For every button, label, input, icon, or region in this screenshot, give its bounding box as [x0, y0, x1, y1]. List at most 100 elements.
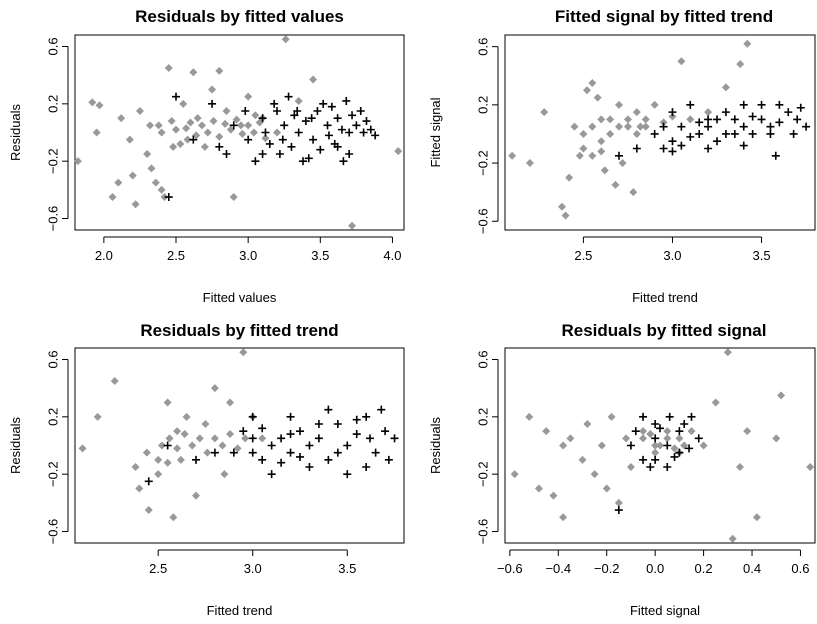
diamond-point — [157, 128, 166, 137]
diamond-point — [220, 470, 229, 479]
plus-point — [704, 122, 713, 131]
diamond-point — [255, 118, 264, 127]
plus-point — [784, 108, 793, 117]
diamond-point — [561, 211, 570, 220]
diamond-point — [752, 513, 761, 522]
plus-point — [307, 114, 316, 123]
plus-point — [651, 419, 660, 428]
diamond-point — [182, 412, 191, 421]
diamond-point — [614, 498, 623, 507]
plus-point — [390, 434, 399, 443]
plus-point — [327, 102, 336, 111]
plus-point — [267, 441, 276, 450]
diamond-point — [618, 159, 627, 168]
plus-point — [677, 141, 686, 150]
plus-point — [651, 455, 660, 464]
diamond-point — [632, 108, 641, 117]
plus-point — [757, 100, 766, 109]
diamond-point — [239, 348, 248, 357]
diamond-point — [244, 121, 253, 130]
diamond-point — [169, 142, 178, 151]
diamond-point — [215, 132, 224, 141]
plus-point — [251, 157, 260, 166]
diamond-point — [197, 121, 206, 130]
y-tick-label: −0.6 — [476, 519, 491, 545]
plus-point — [694, 434, 703, 443]
plus-point — [309, 135, 318, 144]
diamond-point — [195, 434, 204, 443]
diamond-point — [131, 200, 140, 209]
diamond-point — [687, 427, 696, 436]
diamond-point — [606, 115, 615, 124]
diamond-point — [736, 60, 745, 69]
diamond-point — [650, 100, 659, 109]
y-tick-label: 0.6 — [46, 350, 61, 368]
plus-point — [668, 108, 677, 117]
plus-point — [258, 455, 267, 464]
diamond-point — [281, 35, 290, 44]
x-tick-label: −0.2 — [594, 561, 620, 576]
diamond-point — [95, 101, 104, 110]
plus-point — [222, 150, 231, 159]
plus-point — [208, 99, 217, 108]
plus-point — [241, 106, 250, 115]
plus-point — [305, 441, 314, 450]
diamond-point — [144, 506, 153, 515]
diamond-point — [229, 193, 238, 202]
diamond-point — [163, 458, 172, 467]
diamond-point — [226, 398, 235, 407]
plus-point — [286, 412, 295, 421]
diamond-point — [559, 441, 568, 450]
diamond-point — [575, 151, 584, 160]
plus-point — [333, 114, 342, 123]
diamond-point — [186, 118, 195, 127]
plus-point — [333, 419, 342, 428]
plus-point — [343, 470, 352, 479]
diamond-point — [777, 391, 786, 400]
plus-point — [663, 441, 672, 450]
plus-point — [172, 92, 181, 101]
diamond-point — [772, 434, 781, 443]
plus-point — [286, 448, 295, 457]
diamond-point — [593, 93, 602, 102]
plus-point — [775, 100, 784, 109]
plus-point — [333, 142, 342, 151]
diamond-point — [588, 79, 597, 88]
diamond-point — [157, 185, 166, 194]
plus-point — [248, 434, 257, 443]
plus-point — [686, 100, 695, 109]
diamond-point — [218, 441, 227, 450]
diamond-point — [203, 128, 212, 137]
diamond-point — [578, 455, 587, 464]
plus-point — [293, 106, 302, 115]
plot-frame — [74, 347, 405, 544]
diamond-point — [558, 202, 567, 211]
plus-point — [164, 193, 173, 202]
plus-point — [384, 455, 393, 464]
diamond-point — [622, 434, 631, 443]
diamond-point — [193, 114, 202, 123]
plus-point — [313, 106, 322, 115]
diamond-point — [226, 430, 235, 439]
plus-point — [362, 463, 371, 472]
plus-point — [365, 434, 374, 443]
plus-point — [352, 415, 361, 424]
diamond-point — [135, 484, 144, 493]
diamond-point — [670, 444, 679, 453]
plus-point — [614, 506, 623, 515]
x-tick-label: 0.0 — [646, 561, 664, 576]
panel-fitted-signal-by-fitted-trend: Fitted signal by fitted trend Fitted tre… — [428, 7, 816, 305]
plus-point — [345, 150, 354, 159]
plus-point — [294, 128, 303, 137]
plus-point — [324, 131, 333, 140]
x-tick-label: −0.6 — [497, 561, 523, 576]
diamond-point — [534, 484, 543, 493]
plus-point — [348, 111, 357, 120]
plus-point — [324, 455, 333, 464]
diamond-point — [226, 125, 235, 134]
x-tick-label: 2.5 — [149, 561, 167, 576]
plus-point — [248, 412, 257, 421]
y-axis-label: Residuals — [8, 416, 23, 474]
plus-point — [316, 145, 325, 154]
diamond-point — [565, 173, 574, 182]
